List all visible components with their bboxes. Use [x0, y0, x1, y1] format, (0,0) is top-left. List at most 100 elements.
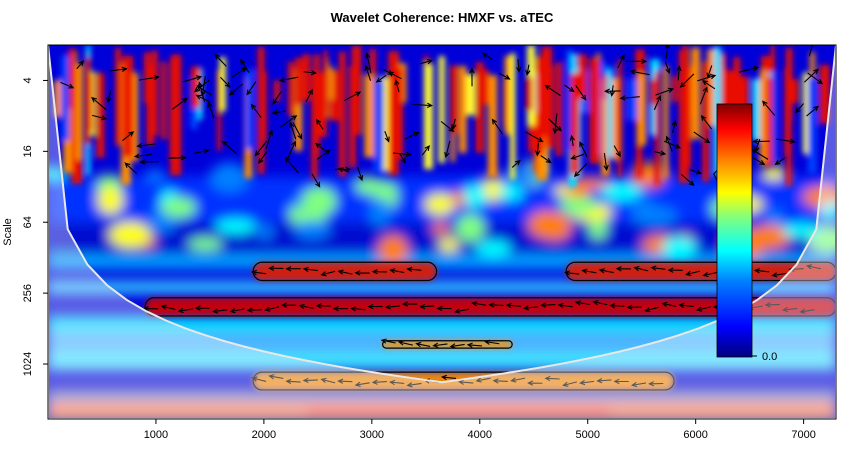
- phase-arrow: [609, 85, 615, 97]
- phase-arrow: [194, 148, 210, 154]
- phase-arrow: [629, 69, 650, 76]
- phase-arrow: [305, 88, 313, 103]
- coherence-spike: [130, 72, 139, 162]
- coherence-spike: [122, 55, 134, 158]
- phase-arrow: [484, 339, 500, 345]
- coherence-spike: [88, 73, 94, 132]
- chart-title: Wavelet Coherence: HMXF vs. aTEC: [331, 10, 554, 25]
- phase-arrow: [807, 72, 824, 85]
- phase-arrow: [76, 60, 85, 70]
- y-axis: 4 16 64 256 1024: [22, 77, 48, 376]
- phase-arrow: [661, 301, 677, 307]
- coherence-spike: [577, 54, 587, 99]
- phase-arrow: [177, 307, 193, 314]
- phase-arrow: [654, 150, 667, 156]
- phase-arrow: [367, 303, 383, 310]
- phase-arrow: [432, 342, 448, 348]
- coherence-blob: [560, 196, 598, 215]
- phase-arrow: [752, 138, 770, 145]
- phase-arrow: [254, 140, 268, 157]
- phase-arrow: [655, 87, 675, 96]
- colorbar: 0.0: [716, 103, 777, 363]
- phase-arrow: [354, 381, 370, 388]
- coherence-spike: [219, 57, 226, 112]
- phase-arrow: [701, 80, 716, 90]
- phase-arrow: [214, 53, 227, 67]
- coherence-spike: [161, 61, 167, 140]
- phase-arrow: [548, 118, 563, 132]
- phase-arrow: [229, 308, 245, 314]
- phase-arrow: [250, 103, 262, 118]
- phase-arrow: [320, 377, 336, 384]
- phase-arrow: [592, 300, 608, 306]
- phase-arrow: [375, 74, 387, 83]
- coherence-spike: [541, 46, 553, 137]
- coherence-blob: [146, 169, 165, 182]
- coherence-spike: [752, 79, 764, 141]
- x-tick-label: 3000: [360, 429, 384, 441]
- phase-arrow: [693, 131, 711, 144]
- coherence-spike: [672, 75, 678, 103]
- phase-arrow: [633, 266, 649, 272]
- phase-arrow: [389, 379, 405, 386]
- phase-arrow: [697, 74, 717, 82]
- phase-arrow: [264, 306, 280, 312]
- phase-arrow: [265, 129, 274, 150]
- phase-arrow: [685, 270, 701, 277]
- coherence-band: [48, 280, 836, 294]
- coherence-spike: [424, 63, 433, 170]
- phase-arrow: [292, 122, 303, 140]
- coherence-blob: [464, 183, 486, 209]
- phase-arrow: [776, 138, 796, 144]
- phase-arrow: [401, 301, 418, 307]
- phase-arrow: [246, 81, 257, 96]
- coherence-blob: [369, 198, 391, 227]
- phase-arrow: [436, 305, 452, 312]
- phase-arrow: [762, 100, 776, 116]
- phase-arrow: [676, 65, 682, 81]
- coherence-spike: [302, 54, 311, 102]
- phase-arrow: [667, 267, 683, 273]
- coherence-blob: [432, 222, 450, 235]
- x-tick-label: 2000: [252, 429, 276, 441]
- phase-arrow: [562, 381, 578, 387]
- coherence-spike: [525, 77, 533, 111]
- phase-arrow: [168, 155, 187, 161]
- phase-arrow: [699, 86, 708, 105]
- phase-arrow: [383, 69, 394, 75]
- phase-arrow: [598, 268, 614, 274]
- coherence-blob: [761, 165, 786, 180]
- coherence-spike: [785, 47, 793, 121]
- phase-arrow: [285, 266, 301, 272]
- coherent-region-contour: [252, 371, 675, 391]
- x-tick-label: 5000: [575, 429, 599, 441]
- phase-arrow: [808, 45, 813, 57]
- coherence-band: [48, 315, 836, 334]
- plot-frame: [47, 44, 837, 420]
- coherence-blob: [484, 176, 502, 202]
- coherence-spike: [601, 79, 610, 177]
- coherence-blob: [748, 224, 791, 249]
- phase-arrow: [364, 64, 372, 81]
- coherence-spike: [295, 58, 303, 105]
- phase-arrow: [365, 52, 372, 73]
- phase-arrow: [781, 306, 798, 313]
- phase-arrow: [544, 375, 560, 382]
- coherence-spike: [450, 65, 458, 134]
- phase-arrow: [544, 84, 561, 97]
- phase-arrow: [268, 265, 284, 271]
- coherence-spike: [339, 51, 346, 177]
- phase-arrow: [540, 155, 552, 164]
- coherence-spike: [351, 45, 362, 135]
- phase-arrow: [371, 379, 387, 385]
- phase-arrow: [286, 140, 297, 160]
- coherent-region-contour: [382, 340, 513, 349]
- phase-arrow: [92, 114, 108, 121]
- phase-arrow: [671, 119, 678, 134]
- phase-arrow: [609, 303, 625, 309]
- phase-arrow: [399, 153, 407, 164]
- phase-arrow: [337, 167, 350, 173]
- phase-arrow: [525, 131, 544, 143]
- phase-arrow: [454, 308, 470, 314]
- coherence-spike: [273, 80, 281, 102]
